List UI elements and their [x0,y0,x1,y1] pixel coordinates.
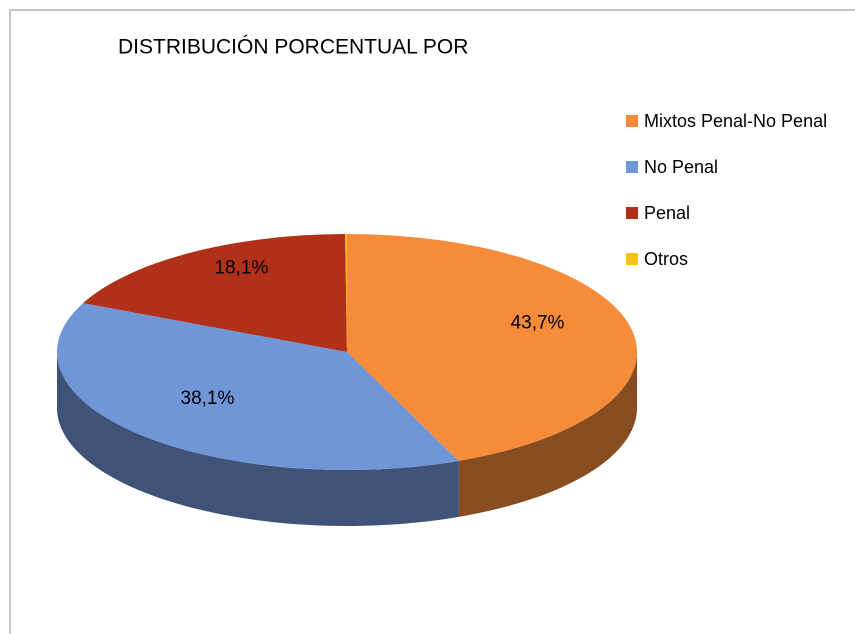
slice [83,234,347,352]
slice [347,234,638,461]
chart-frame [9,9,855,634]
legend-item: Otros [622,244,847,274]
slice [56,303,459,471]
legend-item: Penal [622,198,847,228]
data-label: 18,1% [214,258,268,279]
legend-item: Mixtos Penal-No Penal [622,106,847,136]
legend-swatch [626,115,638,127]
legend: Mixtos Penal-No Penal No Penal Penal Otros [622,106,847,290]
slice [345,234,347,352]
legend-swatch [626,207,638,219]
legend-item: No Penal [622,152,847,182]
slice-side [458,352,637,517]
legend-label: Mixtos Penal-No Penal [644,111,828,131]
data-label: 43,7% [511,312,565,333]
legend-swatch [626,253,638,265]
legend-label: No Penal [644,157,719,177]
legend-swatch [626,161,638,173]
legend-label: Penal [644,203,691,223]
data-label: 38,1% [181,388,235,409]
chart-title: DISTRIBUCIÓN PORCENTUAL POR [118,36,468,59]
legend-label: Otros [644,249,689,269]
slice-side [57,352,459,526]
